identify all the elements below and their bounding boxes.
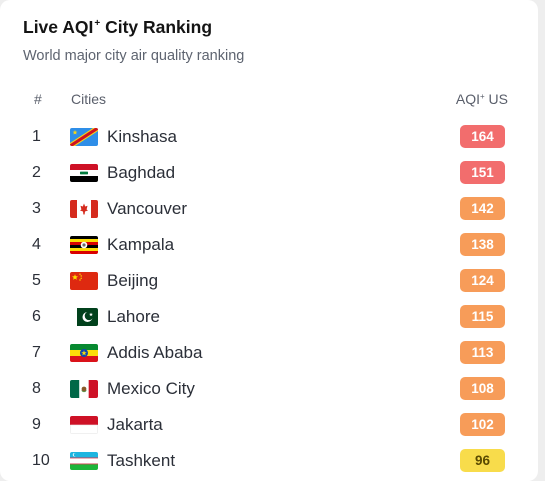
iq-flag-icon <box>70 164 98 182</box>
aqi-badge: 142 <box>460 197 505 220</box>
column-header-aqi: AQI+ US <box>455 91 508 107</box>
rank-number: 10 <box>32 452 50 469</box>
ranking-row[interactable]: 6 Lahore 115 <box>0 299 538 335</box>
ranking-row[interactable]: 1 Kinshasa 164 <box>0 119 538 155</box>
city-name[interactable]: Vancouver <box>107 199 188 218</box>
aqi-badge: 138 <box>460 233 505 256</box>
ranking-row[interactable]: 3 Vancouver 142 <box>0 191 538 227</box>
rank-number: 1 <box>32 128 41 145</box>
rank-number: 5 <box>32 272 41 289</box>
city-name[interactable]: Baghdad <box>107 163 176 182</box>
city-name[interactable]: Kampala <box>107 235 175 254</box>
aqi-badge: 113 <box>460 341 505 364</box>
rank-number: 6 <box>32 308 41 325</box>
ranking-row[interactable]: 7 Addis Ababa 113 <box>0 335 538 371</box>
ranking-row[interactable]: 4 Kampala 138 <box>0 227 538 263</box>
city-name[interactable]: Beijing <box>107 271 159 290</box>
cn-flag-icon <box>70 272 98 290</box>
pk-flag-icon <box>70 308 98 326</box>
aqi-badge: 164 <box>460 125 505 148</box>
ranking-row[interactable]: 9 Jakarta 102 <box>0 407 538 443</box>
column-header-cities: Cities <box>71 91 107 107</box>
rank-number: 9 <box>32 416 41 433</box>
uz-flag-icon <box>70 452 98 470</box>
city-name[interactable]: Addis Ababa <box>107 343 203 362</box>
city-name[interactable]: Jakarta <box>107 415 163 434</box>
city-name[interactable]: Kinshasa <box>107 127 177 146</box>
aqi-badge: 151 <box>460 161 505 184</box>
ranking-list: 1 Kinshasa 164 2 Baghdad 151 3 Vancouver… <box>0 119 538 479</box>
card-title: Live AQI+ City Ranking <box>23 17 213 37</box>
rank-number: 4 <box>32 236 41 253</box>
city-name[interactable]: Mexico City <box>107 379 195 398</box>
city-name[interactable]: Tashkent <box>107 451 176 470</box>
id-flag-icon <box>70 416 98 434</box>
aqi-badge: 115 <box>460 305 505 328</box>
ca-flag-icon <box>70 200 98 218</box>
aqi-badge: 102 <box>460 413 505 436</box>
ranking-row[interactable]: 2 Baghdad 151 <box>0 155 538 191</box>
cd-flag-icon <box>70 128 98 146</box>
ranking-row[interactable]: 5 Beijing 124 <box>0 263 538 299</box>
card-subtitle: World major city air quality ranking <box>23 48 245 64</box>
mx-flag-icon <box>70 380 98 398</box>
aqi-badge: 124 <box>460 269 505 292</box>
rank-number: 2 <box>32 164 41 181</box>
rank-number: 7 <box>32 344 41 361</box>
ranking-row[interactable]: 8 Mexico City 108 <box>0 371 538 407</box>
et-flag-icon <box>70 344 98 362</box>
rank-number: 8 <box>32 380 41 397</box>
ug-flag-icon <box>70 236 98 254</box>
column-header-rank: # <box>34 91 42 107</box>
aqi-badge: 108 <box>460 377 505 400</box>
aqi-badge: 96 <box>460 449 505 472</box>
ranking-row[interactable]: 10 Tashkent 96 <box>0 443 538 479</box>
city-name[interactable]: Lahore <box>107 307 160 326</box>
rank-number: 3 <box>32 200 41 217</box>
